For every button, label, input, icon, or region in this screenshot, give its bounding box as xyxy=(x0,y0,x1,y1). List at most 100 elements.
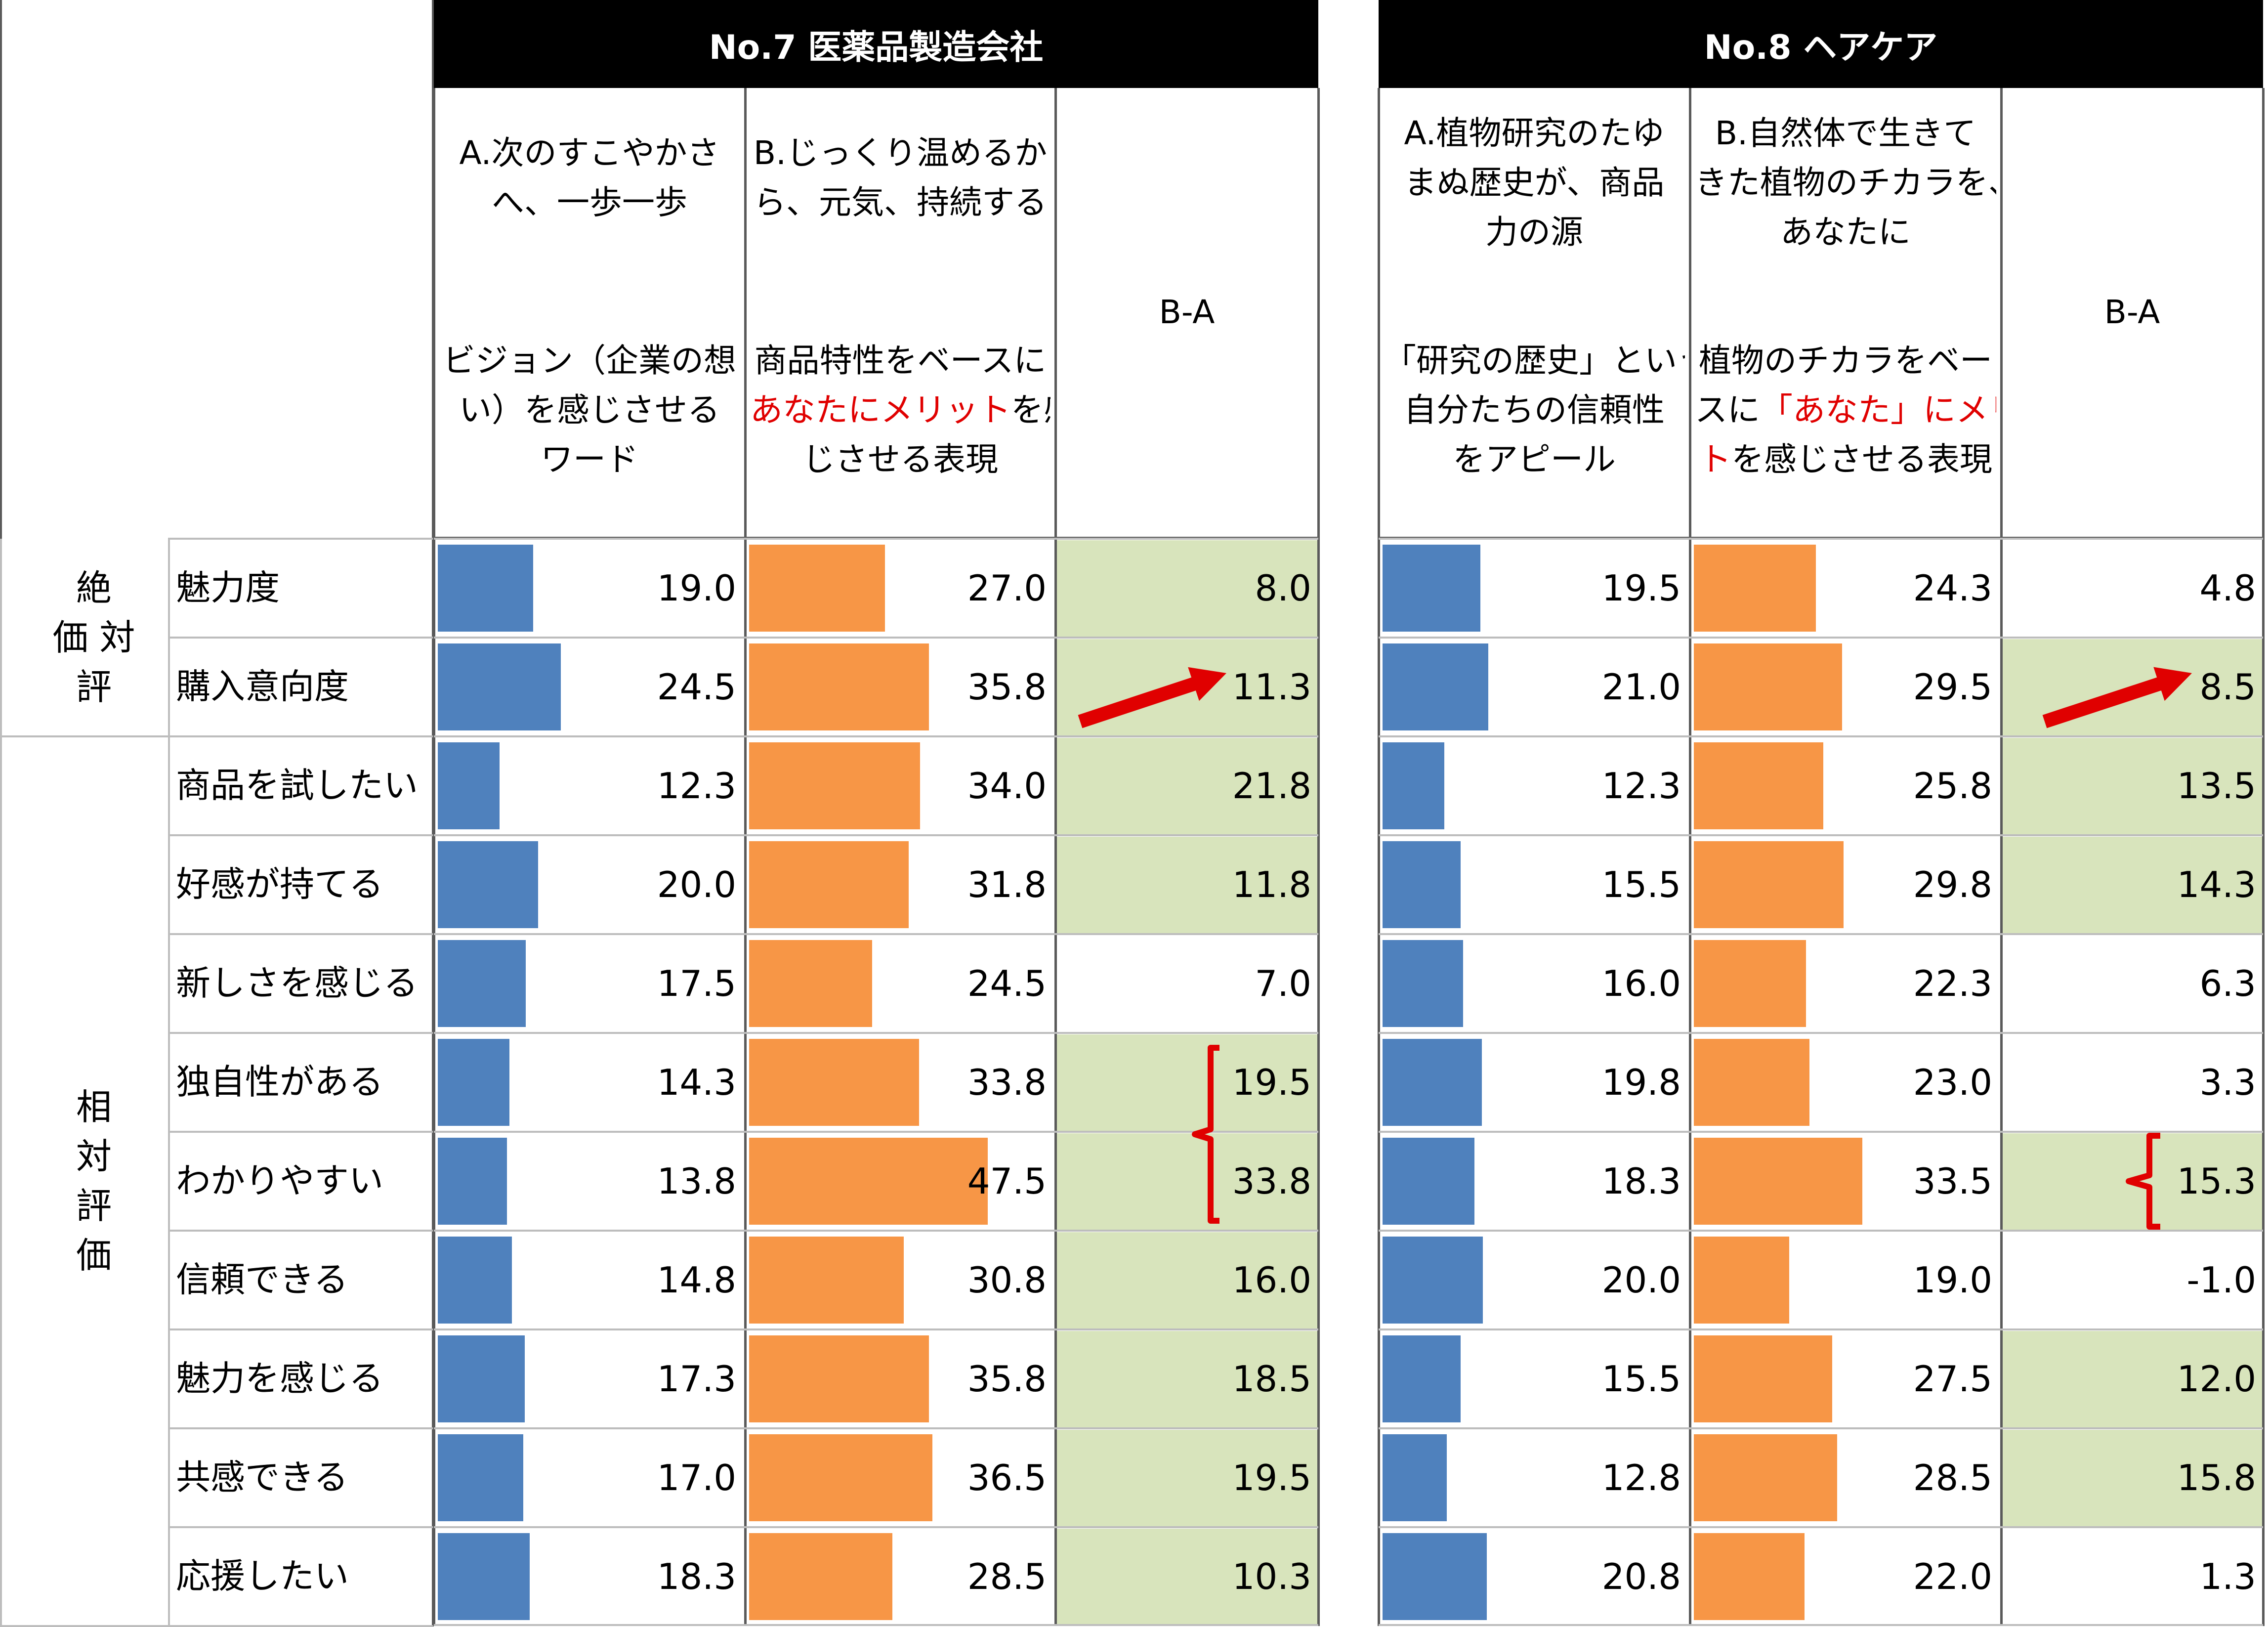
row-group-label-line: 相 xyxy=(76,1086,112,1128)
value-diff: 15.3 xyxy=(2177,1160,2256,1202)
bar-b xyxy=(749,1237,904,1324)
row-label: 応援したい xyxy=(176,1556,349,1596)
column-copy-line: あなたに xyxy=(1780,213,1911,251)
column-description-line: じさせる表現 xyxy=(750,435,1050,484)
bar-b xyxy=(1694,1039,1809,1126)
column-copy-line: きた植物のチカラを、 xyxy=(1695,164,1996,202)
bar-a xyxy=(438,940,526,1027)
panel-bottom-line xyxy=(1379,1624,2263,1626)
value-a: 16.0 xyxy=(1601,963,1681,1004)
column-copy-line: ら、元気、持続する xyxy=(754,183,1047,221)
value-b: 29.8 xyxy=(1913,864,1992,905)
panel-column-border xyxy=(2262,88,2265,1626)
diff-cell-highlight xyxy=(1057,738,1317,834)
diff-cell-highlight xyxy=(1057,1529,1317,1625)
bar-b xyxy=(1694,1434,1837,1521)
value-a: 15.5 xyxy=(1601,864,1681,905)
row-separator xyxy=(168,538,435,540)
row-group-label-line: 評 xyxy=(76,666,112,708)
value-b: 23.0 xyxy=(1913,1062,1992,1103)
value-a: 17.3 xyxy=(657,1358,736,1400)
column-diff-head: B-A xyxy=(1159,293,1215,331)
panel-row-separator xyxy=(434,1328,1318,1330)
bar-a xyxy=(438,1434,523,1521)
row-separator xyxy=(168,1328,435,1330)
panel-row-separator xyxy=(1379,933,2263,935)
diff-cell-highlight xyxy=(1057,540,1317,637)
description-fragment: 「あなた」にメリッ xyxy=(1760,391,1996,429)
row-group-label-line: 絶 xyxy=(76,567,112,609)
panel-row-separator xyxy=(1379,1526,2263,1528)
column-a-head-description: ビジョン（企業の想 い）を感じさせる ワード xyxy=(439,336,740,484)
bar-a xyxy=(1383,1039,1482,1126)
value-a: 19.8 xyxy=(1601,1062,1681,1103)
row-group-label-line: 価 xyxy=(76,1235,112,1276)
bar-b xyxy=(1694,643,1842,730)
column-description-line: あなたにメリットを感 xyxy=(750,385,1050,435)
bar-a xyxy=(438,841,539,928)
value-b: 22.0 xyxy=(1913,1556,1992,1597)
row-group-label: 絶価 対評 xyxy=(20,563,168,712)
value-b: 33.8 xyxy=(967,1062,1047,1103)
description-fragment: あなたにメリット xyxy=(750,391,1011,429)
bar-b xyxy=(749,1039,919,1126)
diff-cell-highlight xyxy=(2003,738,2262,834)
panel-column-border xyxy=(1054,88,1057,1626)
value-diff: 7.0 xyxy=(1255,963,1311,1004)
value-diff: 16.0 xyxy=(1232,1259,1311,1301)
row-label: 信頼できる xyxy=(176,1259,348,1300)
description-fragment: 商品特性をベースに xyxy=(754,342,1047,380)
value-b: 28.5 xyxy=(967,1556,1047,1597)
column-description-line: ワード xyxy=(541,440,638,478)
row-label: 商品を試したい xyxy=(176,765,418,806)
bar-b xyxy=(1694,1138,1862,1225)
row-separator xyxy=(168,933,435,935)
value-diff: 11.3 xyxy=(1232,666,1311,708)
bar-b xyxy=(749,742,920,829)
panel-row-separator xyxy=(434,1131,1318,1133)
value-diff: 8.0 xyxy=(1255,567,1311,609)
value-b: 33.5 xyxy=(1913,1160,1992,1202)
row-label: 購入意向度 xyxy=(176,666,349,707)
panel-column-border xyxy=(1378,88,1380,1626)
panel-row-separator xyxy=(1379,1032,2263,1034)
description-fragment: 植物のチカラをベー xyxy=(1699,342,1992,380)
value-diff: 6.3 xyxy=(2199,963,2256,1004)
bar-b xyxy=(1694,1335,1832,1422)
value-diff: 14.3 xyxy=(2177,864,2256,905)
panel-row-separator xyxy=(1379,1427,2263,1429)
value-b: 35.8 xyxy=(967,1358,1047,1400)
row-group-label-line: 対 xyxy=(76,1136,112,1177)
value-a: 18.3 xyxy=(657,1556,736,1597)
panel-column-border xyxy=(744,88,747,1626)
value-diff: -1.0 xyxy=(2186,1259,2256,1301)
diff-cell-highlight xyxy=(1057,1430,1317,1526)
value-diff: 19.5 xyxy=(1232,1062,1311,1103)
column-a-head-copy: A.植物研究のたゆ まぬ歴史が、商品 力の源 xyxy=(1384,109,1685,257)
value-a: 17.0 xyxy=(657,1457,736,1499)
panel-column-border xyxy=(1317,88,1320,1626)
value-b: 35.8 xyxy=(967,666,1047,708)
column-copy-line: まぬ歴史が、商品 xyxy=(1404,164,1665,202)
group-separator xyxy=(0,1625,434,1627)
panel-row-separator xyxy=(434,1032,1318,1034)
diff-cell-highlight xyxy=(1057,837,1317,933)
bar-a xyxy=(1383,545,1481,632)
description-fragment: スに xyxy=(1695,391,1760,429)
row-label: 共感できる xyxy=(176,1457,348,1498)
value-b: 24.5 xyxy=(967,963,1047,1004)
value-a: 12.8 xyxy=(1601,1457,1681,1499)
row-separator xyxy=(168,1032,435,1034)
row-label: 新しさを感じる xyxy=(176,963,418,1003)
bar-b xyxy=(749,1533,892,1620)
row-separator xyxy=(168,1230,435,1232)
value-b: 25.8 xyxy=(1913,765,1992,807)
value-b: 47.5 xyxy=(967,1160,1047,1202)
value-b: 34.0 xyxy=(967,765,1047,807)
bar-b xyxy=(749,545,885,632)
panel-title: No.7 医薬品製造会社 xyxy=(434,0,1318,88)
row-group-label-line: 評 xyxy=(76,1185,112,1227)
value-a: 17.5 xyxy=(657,963,736,1004)
bar-b xyxy=(749,841,909,928)
